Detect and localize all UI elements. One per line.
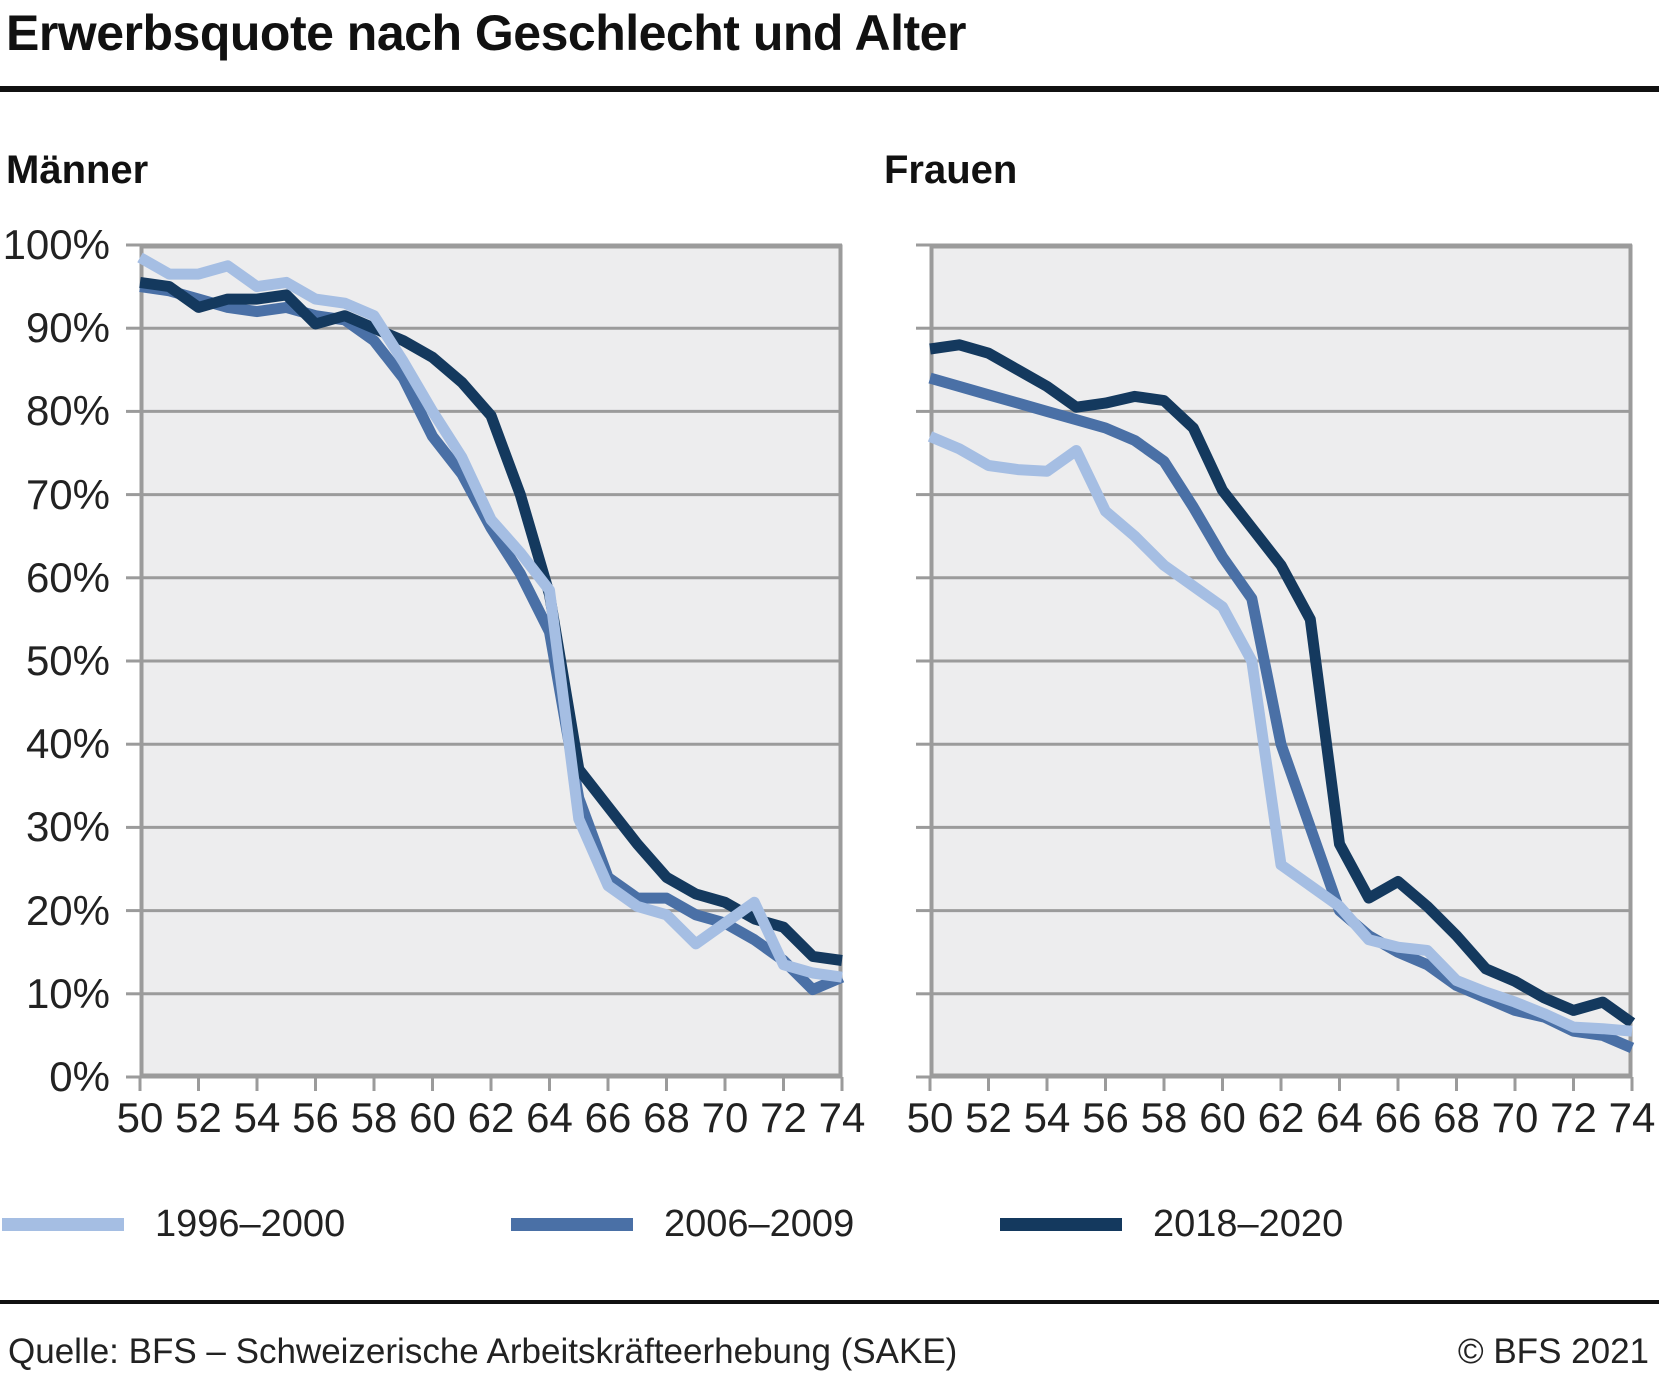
legend-item: 1996–2000 bbox=[2, 1196, 345, 1252]
plot-frame bbox=[929, 244, 1633, 1078]
y-axis-labels: 100% 90% 80% 70% 60% 50% 40% 30% 20% 10% 0% bbox=[0, 0, 110, 1200]
chart-subtitle-maenner: Männer bbox=[6, 148, 149, 192]
legend-item: 2006–2009 bbox=[511, 1196, 854, 1252]
y-axis-tick-label: 80% bbox=[25, 387, 110, 435]
chart-legend: 1996–2000 2006–2009 2018–2020 bbox=[0, 1196, 1659, 1256]
y-axis-tick-label: 10% bbox=[25, 969, 110, 1017]
line-chart-maenner bbox=[126, 243, 845, 1091]
series-line-2018–2020 bbox=[929, 339, 1636, 1028]
plot-frame bbox=[139, 244, 843, 1078]
y-axis-tick-label: 60% bbox=[25, 553, 110, 601]
series-line-2006–2009 bbox=[928, 372, 1635, 1053]
x-axis-tick-label: 74 bbox=[1608, 1094, 1656, 1141]
y-axis-tick-label: 40% bbox=[25, 720, 110, 768]
x-axis-tick-label: 70 bbox=[701, 1094, 749, 1141]
x-axis-tick-label: 64 bbox=[526, 1094, 573, 1141]
source-note: Quelle: BFS – Schweizerische Arbeitskräf… bbox=[8, 1332, 958, 1371]
y-axis-tick-label: 70% bbox=[25, 470, 110, 518]
x-axis-tick-label: 50 bbox=[116, 1094, 164, 1141]
x-axis-tick-label: 58 bbox=[350, 1094, 398, 1141]
legend-label: 1996–2000 bbox=[155, 1202, 346, 1245]
x-axis-tick-label: 60 bbox=[1199, 1094, 1246, 1141]
x-axis-tick-label: 72 bbox=[760, 1094, 807, 1141]
legend-label: 2006–2009 bbox=[664, 1202, 855, 1245]
x-axis-tick-label: 50 bbox=[906, 1094, 954, 1141]
page-title: Erwerbsquote nach Geschlecht und Alter bbox=[6, 5, 966, 61]
x-axis-labels-frauen: 50 52 54 56 58 60 62 64 66 68 70 72 74 bbox=[907, 1094, 1656, 1146]
x-axis-tick-label: 60 bbox=[409, 1094, 456, 1141]
y-axis-tick-label: 100% bbox=[2, 221, 110, 268]
x-axis-tick-label: 72 bbox=[1550, 1094, 1597, 1141]
x-axis-tick-label: 66 bbox=[1374, 1094, 1422, 1141]
x-axis-tick-label: 68 bbox=[643, 1094, 690, 1141]
line-chart-frauen bbox=[916, 243, 1636, 1091]
x-axis-tick-label: 52 bbox=[965, 1094, 1012, 1141]
x-axis-tick-label: 62 bbox=[467, 1094, 515, 1141]
footer-divider bbox=[0, 1300, 1659, 1304]
series-line-2018–2020 bbox=[139, 276, 843, 966]
x-axis-tick-label: 66 bbox=[584, 1094, 632, 1141]
x-axis-labels-maenner: 50 52 54 56 58 60 62 64 66 68 70 72 74 bbox=[117, 1094, 866, 1146]
legend-item: 2018–2020 bbox=[1000, 1196, 1343, 1252]
series-line-1996–2000 bbox=[137, 252, 843, 983]
x-axis-tick-label: 56 bbox=[1082, 1094, 1129, 1141]
x-axis-tick-label: 54 bbox=[233, 1094, 281, 1141]
y-axis-tick-label: 30% bbox=[25, 803, 110, 851]
x-axis-tick-label: 70 bbox=[1491, 1094, 1539, 1141]
series-line-1996–2000 bbox=[927, 431, 1633, 1037]
legend-label: 2018–2020 bbox=[1153, 1202, 1344, 1245]
y-axis-tick-label: 0% bbox=[49, 1053, 110, 1100]
x-axis-tick-label: 58 bbox=[1140, 1094, 1188, 1141]
legend-color-swatch bbox=[1000, 1217, 1122, 1231]
y-axis-tick-label: 50% bbox=[25, 637, 110, 684]
legend-color-swatch bbox=[511, 1217, 633, 1231]
x-axis-tick-label: 52 bbox=[175, 1094, 222, 1141]
x-axis-tick-label: 56 bbox=[292, 1094, 339, 1141]
x-axis-tick-label: 62 bbox=[1257, 1094, 1305, 1141]
plot-area bbox=[916, 243, 1636, 1091]
x-axis-tick-label: 68 bbox=[1433, 1094, 1480, 1141]
x-axis-tick-label: 74 bbox=[818, 1094, 866, 1141]
y-axis-tick-label: 20% bbox=[25, 886, 110, 934]
x-axis-tick-label: 54 bbox=[1023, 1094, 1071, 1141]
copyright-note: © BFS 2021 bbox=[1457, 1332, 1649, 1371]
legend-color-swatch bbox=[2, 1217, 124, 1231]
chart-subtitle-frauen: Frauen bbox=[884, 148, 1018, 192]
plot-area bbox=[126, 243, 845, 1091]
y-axis-tick-label: 90% bbox=[25, 304, 110, 352]
x-axis-tick-label: 64 bbox=[1316, 1094, 1363, 1141]
title-divider bbox=[0, 86, 1659, 92]
